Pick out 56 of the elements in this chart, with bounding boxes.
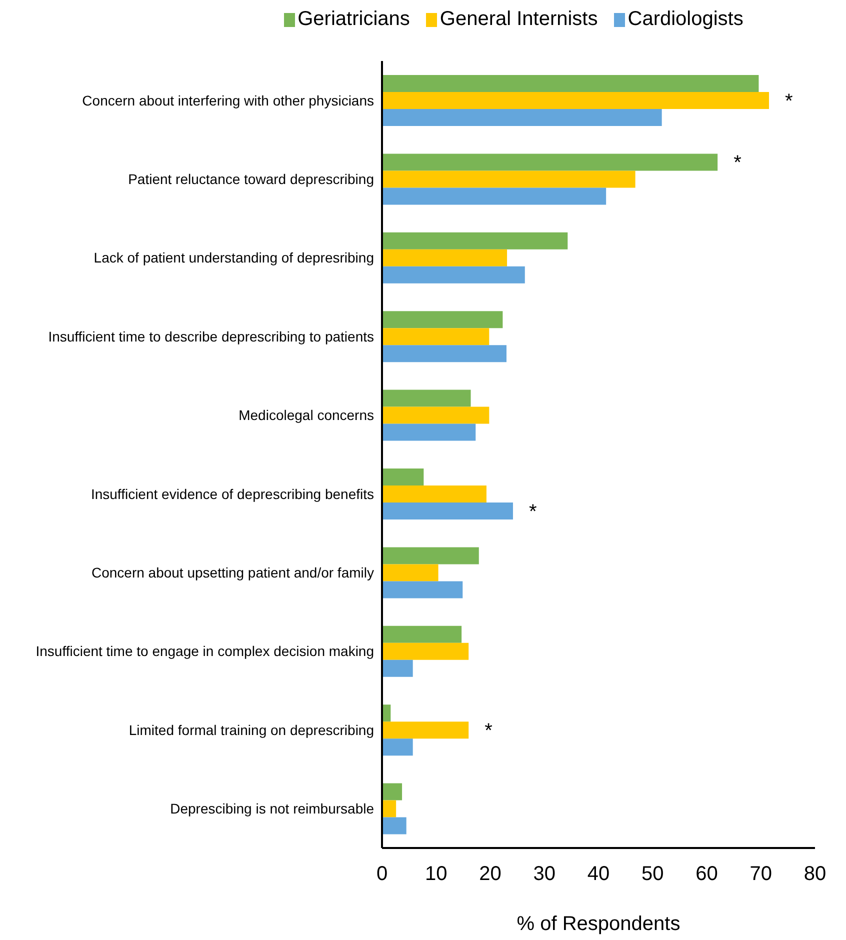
bar [382,188,606,205]
x-tick-label: 10 [425,863,448,886]
data-label: * [734,152,742,174]
legend-label: Geriatricians [298,8,410,31]
y-tick-label: Patient reluctance toward deprescribing [128,171,374,188]
legend-label: General Internists [440,8,598,31]
bar [382,800,396,818]
bar [382,406,490,424]
y-tick-label: Insufficient evidence of deprescribing benefits [90,486,374,502]
bar [382,738,413,756]
y-tick-label: Concern about upsetting patient and/or family [91,564,374,581]
bar [382,486,486,502]
y-tick-label: Medicolegal concerns [238,407,374,424]
bar [382,109,662,126]
x-tick-label: 20 [479,863,502,886]
y-tick-label: Deprescibing is not reimbursable [170,800,374,817]
bar [382,390,471,407]
bar [382,642,469,660]
x-tick-label: 50 [642,863,664,886]
bar [382,92,769,109]
y-tick-label: Insufficient time to engage in complex decision making [36,643,374,660]
bar [382,626,462,643]
bar [382,170,636,188]
bar [382,783,402,800]
data-label: * [484,720,493,742]
bar [382,266,525,284]
x-axis-title: % of Respondents [516,913,680,935]
x-tick-label: 70 [750,863,772,886]
bar [382,502,513,520]
y-tick-label: Lack of patient understanding of depresribing [94,250,374,266]
bar [382,232,568,250]
bar [382,660,413,677]
x-tick-label: 40 [587,863,610,886]
bar [382,547,479,564]
y-tick-label: Concern about interfering with other physicians [82,92,374,108]
data-label: * [528,501,537,523]
bar [382,311,503,328]
y-tick-label: Limited formal training on deprescribing [128,722,374,738]
bar [382,249,508,266]
bar [382,581,463,598]
bar [382,817,406,834]
bar [382,154,718,171]
x-tick-label: 0 [376,863,388,886]
legend-label: Cardiologists [628,8,744,31]
bar [382,345,506,362]
bar [382,722,469,739]
y-tick-label: Insufficient time to describe deprescribing to patients [48,328,374,344]
x-tick-label: 60 [696,863,718,886]
bar [382,468,424,486]
bar [382,564,438,582]
bar [382,75,759,92]
x-tick-label: 30 [533,863,556,886]
bar [382,424,476,441]
bar [382,328,490,346]
x-tick-label: 80 [804,863,826,886]
data-label: * [784,90,793,112]
